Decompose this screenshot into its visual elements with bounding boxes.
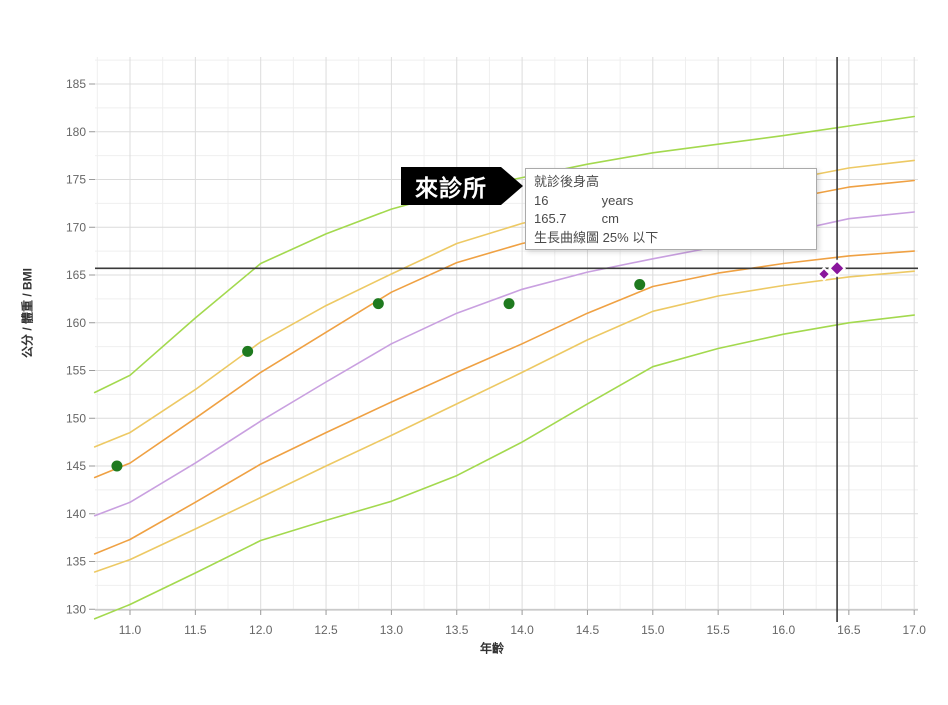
x-tick-label: 14.0 bbox=[510, 623, 534, 637]
highlight-diamond[interactable] bbox=[816, 266, 832, 282]
tooltip-age-value: 16 bbox=[534, 192, 549, 208]
x-tick-label: 13.0 bbox=[380, 623, 404, 637]
y-tick-label: 170 bbox=[66, 220, 86, 234]
tooltip-row-height: 165.7 cm bbox=[534, 210, 808, 229]
percentile-curve-3rd bbox=[93, 314, 916, 620]
measurement-point[interactable] bbox=[242, 345, 254, 357]
x-tick-label: 15.0 bbox=[641, 623, 665, 637]
y-tick-label: 140 bbox=[66, 507, 86, 521]
x-tick-label: 12.5 bbox=[314, 623, 338, 637]
highlight-diamond[interactable] bbox=[828, 259, 847, 278]
x-tick-label: 13.5 bbox=[445, 623, 469, 637]
annotation-flag-label: 來診所 bbox=[415, 175, 487, 201]
axis bbox=[89, 83, 918, 615]
tooltip: 就診後身高 16 years 165.7 cm 生長曲線圖 25% 以下 bbox=[525, 168, 817, 250]
crosshair bbox=[95, 57, 918, 622]
annotation-flag: 來診所 bbox=[401, 167, 523, 205]
y-tick-label: 145 bbox=[66, 459, 86, 473]
x-tick-label: 12.0 bbox=[249, 623, 273, 637]
percentile-curve-10th bbox=[93, 270, 916, 573]
y-tick-label: 165 bbox=[66, 268, 86, 282]
tooltip-height-unit: cm bbox=[601, 211, 619, 226]
x-tick-label: 16.0 bbox=[772, 623, 796, 637]
x-tick-label: 14.5 bbox=[576, 623, 600, 637]
y-tick-label: 175 bbox=[66, 173, 86, 187]
tooltip-age-unit: years bbox=[601, 192, 634, 208]
growth-chart-svg[interactable]: 11.0 11.5 12.0 12.5 13.0 13.5 14.0 14.5 15.0 15.5… bbox=[0, 0, 948, 670]
measurement-point[interactable] bbox=[634, 279, 646, 291]
tooltip-title: 就診後身高 bbox=[534, 174, 600, 189]
y-tick-label: 130 bbox=[66, 602, 86, 616]
x-tick-label: 11.5 bbox=[184, 623, 207, 637]
tooltip-height-value: 165.7 bbox=[534, 211, 567, 226]
measurement-point[interactable] bbox=[111, 460, 123, 472]
x-tick-label: 16.5 bbox=[837, 623, 861, 637]
major-gridlines bbox=[95, 57, 918, 610]
x-tick-label: 17.0 bbox=[903, 623, 927, 637]
y-tick-label: 185 bbox=[66, 77, 86, 91]
x-tick-label: 15.5 bbox=[706, 623, 730, 637]
measurement-point[interactable] bbox=[503, 298, 515, 310]
x-tick-label: 11.0 bbox=[119, 623, 142, 637]
highlight-points bbox=[816, 259, 847, 282]
y-tick-label: 150 bbox=[66, 411, 86, 425]
minor-gridlines bbox=[95, 57, 918, 610]
y-tick-label: 160 bbox=[66, 316, 86, 330]
percentile-curve-25th bbox=[93, 250, 916, 555]
tick-labels: 11.0 11.5 12.0 12.5 13.0 13.5 14.0 14.5 15.0 15.5… bbox=[66, 77, 926, 637]
x-axis-title: 年齡 bbox=[479, 641, 505, 656]
tooltip-row-age: 16 years bbox=[534, 192, 808, 211]
measurement-points bbox=[111, 279, 646, 472]
y-tick-label: 155 bbox=[66, 364, 86, 378]
y-axis-title: 公分 / 體重 / BMI bbox=[20, 267, 35, 359]
measurement-point[interactable] bbox=[372, 298, 384, 310]
percentile-curve-50th bbox=[93, 211, 916, 517]
y-tick-label: 180 bbox=[66, 125, 86, 139]
tooltip-percentile-note: 生長曲線圖 25% 以下 bbox=[534, 229, 659, 245]
y-tick-label: 135 bbox=[66, 555, 86, 569]
